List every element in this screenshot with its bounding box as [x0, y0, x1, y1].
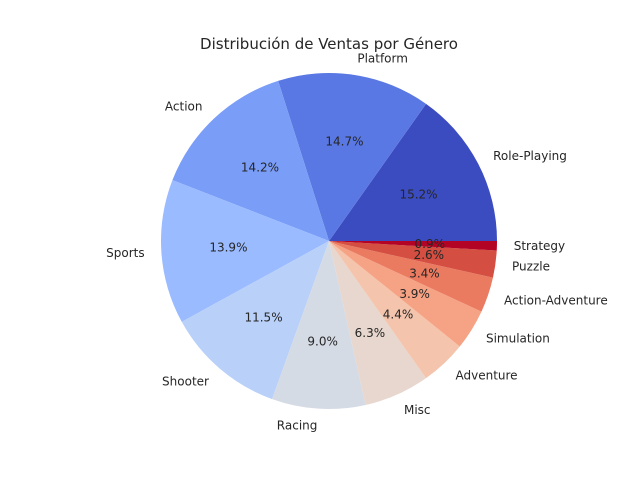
- slice-adventure: [329, 241, 460, 379]
- pct-label-sports: 13.9%: [209, 241, 247, 255]
- slice-strategy: [329, 241, 497, 251]
- slice-racing: [272, 241, 366, 409]
- slice-sports: [160, 180, 329, 322]
- pct-label-racing: 9.0%: [307, 335, 338, 349]
- pie-labels: Role-Playing 15.2% Platform 14.7% Action 14.2…: [106, 51, 608, 432]
- slice-label-simulation: Simulation: [486, 332, 550, 346]
- slice-platform: [278, 73, 427, 241]
- chart-title: Distribución de Ventas por Género: [200, 35, 458, 53]
- slice-label-action-adventure: Action-Adventure: [504, 293, 608, 307]
- slice-shooter: [181, 241, 329, 400]
- pct-label-role-playing: 15.2%: [399, 188, 437, 202]
- slice-simulation: [329, 241, 482, 347]
- slice-role-playing: [329, 103, 497, 241]
- slice-label-role-playing: Role-Playing: [493, 149, 567, 163]
- pct-label-shooter: 11.5%: [244, 311, 282, 325]
- pie-slices: [160, 73, 497, 409]
- slice-label-platform: Platform: [357, 51, 408, 65]
- slice-label-sports: Sports: [106, 246, 144, 260]
- slice-misc: [329, 241, 427, 405]
- slice-action-adventure: [329, 241, 493, 312]
- slice-label-adventure: Adventure: [456, 369, 518, 383]
- slice-action: [172, 80, 329, 241]
- pct-label-adventure: 4.4%: [383, 307, 414, 321]
- slice-label-action: Action: [165, 99, 203, 113]
- slice-label-puzzle: Puzzle: [512, 259, 550, 273]
- slice-label-misc: Misc: [404, 403, 431, 417]
- pct-label-simulation: 3.9%: [399, 287, 430, 301]
- slice-puzzle: [329, 241, 497, 278]
- pct-label-action-adventure: 3.4%: [409, 266, 440, 280]
- pct-label-misc: 6.3%: [355, 326, 386, 340]
- slice-label-strategy: Strategy: [514, 239, 565, 253]
- pct-label-strategy: 0.9%: [415, 237, 446, 251]
- slice-label-racing: Racing: [277, 418, 318, 432]
- pct-label-platform: 14.7%: [325, 134, 363, 148]
- pct-label-action: 14.2%: [241, 161, 279, 175]
- pct-label-puzzle: 2.6%: [414, 248, 445, 262]
- slice-label-shooter: Shooter: [162, 375, 209, 389]
